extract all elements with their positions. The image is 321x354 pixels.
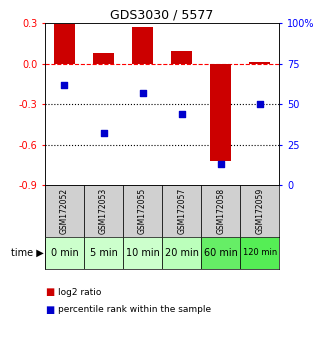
Point: [218, 161, 223, 167]
Text: GSM172053: GSM172053: [99, 188, 108, 234]
Text: GSM172052: GSM172052: [60, 188, 69, 234]
Bar: [171, 51, 192, 63]
Text: 0 min: 0 min: [51, 248, 78, 258]
Text: 120 min: 120 min: [243, 249, 277, 257]
Bar: [123, 236, 162, 269]
Text: 5 min: 5 min: [90, 248, 117, 258]
Bar: [54, 24, 75, 63]
Text: GSM172058: GSM172058: [216, 188, 225, 234]
Point: [140, 90, 145, 96]
Text: percentile rank within the sample: percentile rank within the sample: [58, 305, 211, 314]
Bar: [249, 62, 271, 63]
Bar: [201, 185, 240, 236]
Bar: [210, 63, 231, 161]
Text: 60 min: 60 min: [204, 248, 238, 258]
Bar: [123, 185, 162, 236]
Bar: [93, 53, 114, 63]
Bar: [240, 185, 279, 236]
Text: 20 min: 20 min: [165, 248, 199, 258]
Text: ■: ■: [45, 305, 54, 315]
Text: GSM172055: GSM172055: [138, 188, 147, 234]
Bar: [45, 185, 84, 236]
Text: 10 min: 10 min: [126, 248, 160, 258]
Title: GDS3030 / 5577: GDS3030 / 5577: [110, 9, 214, 22]
Bar: [162, 236, 201, 269]
Bar: [45, 236, 84, 269]
Point: [101, 130, 106, 136]
Bar: [240, 236, 279, 269]
Bar: [84, 236, 123, 269]
Text: GSM172057: GSM172057: [177, 188, 186, 234]
Point: [62, 82, 67, 87]
Text: GSM172059: GSM172059: [255, 188, 264, 234]
Bar: [162, 185, 201, 236]
Point: [179, 111, 184, 116]
Text: time ▶: time ▶: [12, 248, 44, 258]
Bar: [201, 236, 240, 269]
Point: [257, 101, 262, 107]
Text: ■: ■: [45, 287, 54, 297]
Text: log2 ratio: log2 ratio: [58, 287, 101, 297]
Bar: [132, 27, 153, 63]
Bar: [84, 185, 123, 236]
